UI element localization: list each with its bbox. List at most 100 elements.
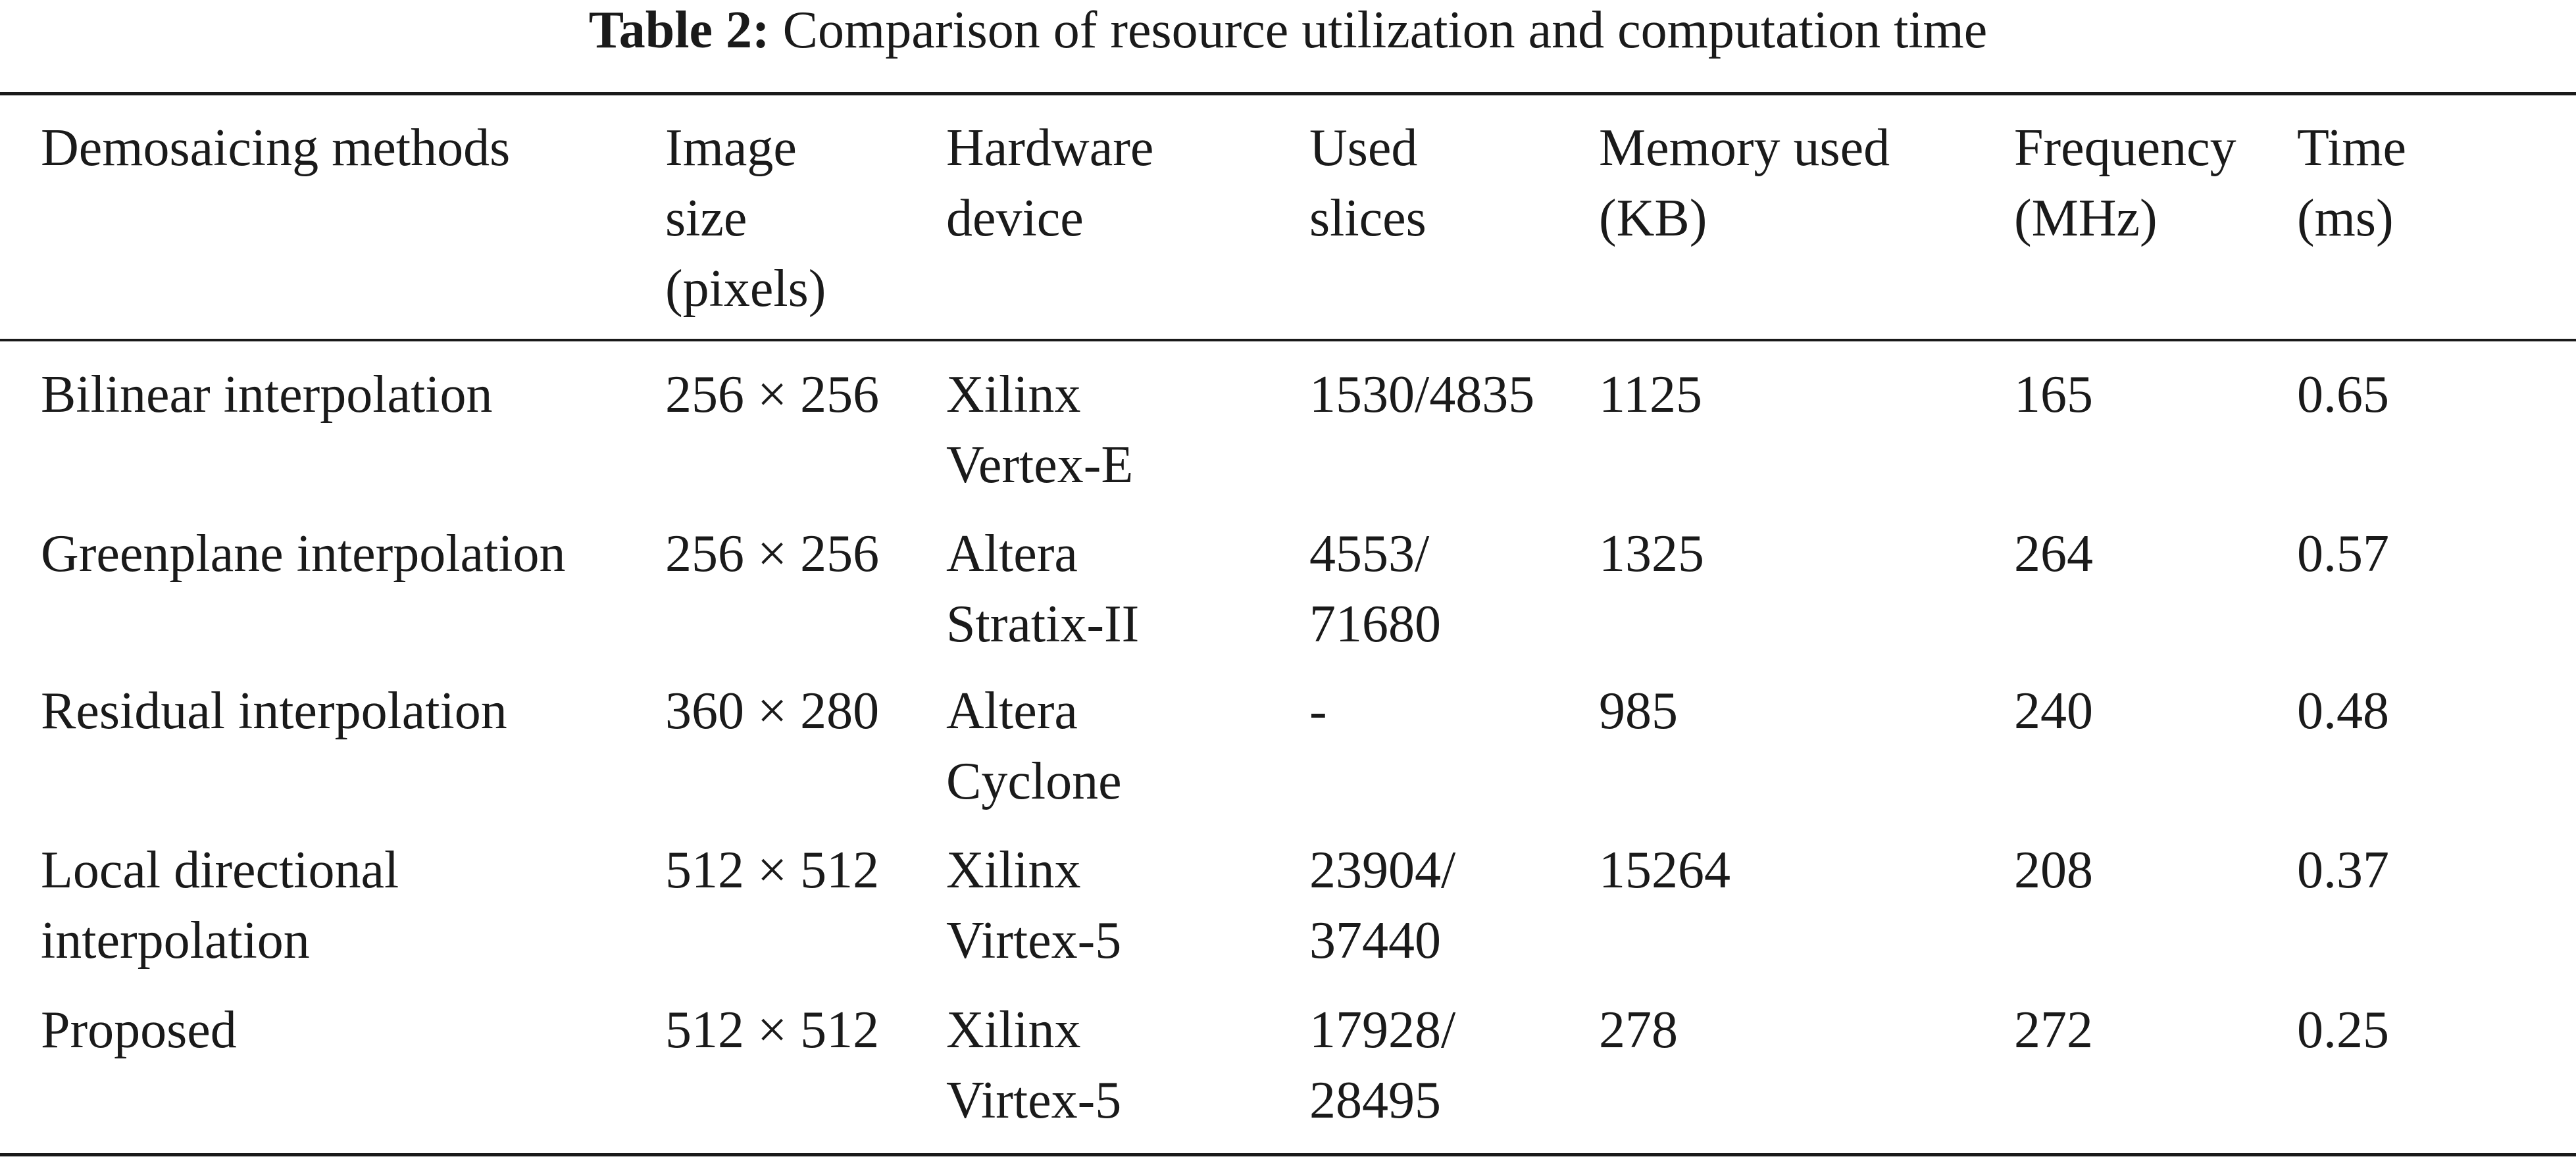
cell-line: 272	[2014, 1001, 2093, 1059]
cell-line: Frequency	[2014, 119, 2236, 177]
table-cell: 17928/28495	[1309, 995, 1455, 1136]
table-cell: Xilinx Virtex-5	[946, 835, 1121, 976]
cell-line: Proposed	[41, 1001, 237, 1059]
table-cell: 1325	[1599, 519, 1704, 589]
cell-line: Demosaicing methods	[41, 119, 511, 177]
table-cell: Altera Stratix-II	[946, 519, 1139, 660]
cell-line: Virtex-5	[946, 1072, 1122, 1129]
cell-line: 0.48	[2297, 682, 2389, 740]
table-cell: 23904/37440	[1309, 835, 1455, 976]
cell-line: 208	[2014, 841, 2093, 899]
cell-line: 1325	[1599, 525, 1704, 583]
cell-line: 278	[1599, 1001, 1678, 1059]
header-cell: Used slices	[1309, 113, 1427, 254]
header-cell: Time (ms)	[2297, 113, 2406, 254]
cell-line: Used	[1309, 119, 1418, 177]
cell-line: Residual interpolation	[41, 682, 507, 740]
cell-line: Virtex-5	[946, 912, 1122, 970]
cell-line: Stratix-II	[946, 595, 1140, 653]
table-cell: 512 × 512	[665, 995, 879, 1066]
header-rule	[0, 339, 2576, 341]
table-cell: 0.37	[2297, 835, 2389, 906]
table-cell: 1125	[1599, 360, 1702, 430]
cell-line: Greenplane interpolation	[41, 525, 566, 583]
table-cell: 0.65	[2297, 360, 2389, 430]
table-cell: 256 × 256	[665, 519, 879, 589]
table-cell: Altera Cyclone	[946, 676, 1122, 817]
cell-line: Xilinx	[946, 1001, 1081, 1059]
table-cell: 15264	[1599, 835, 1730, 906]
cell-line: 17928/	[1309, 1001, 1456, 1059]
header-cell: Image size (pixels)	[665, 113, 826, 324]
table-cell: Local directional interpolation	[41, 835, 399, 976]
table-cell: 240	[2014, 676, 2093, 747]
cell-line: Memory used	[1599, 119, 1890, 177]
table-cell: 0.25	[2297, 995, 2389, 1066]
table-cell: Residual interpolation	[41, 676, 507, 747]
cell-line: Vertex-E	[946, 436, 1134, 494]
cell-line: Altera	[946, 682, 1078, 740]
cell-line: Xilinx	[946, 366, 1081, 424]
cell-line: 0.37	[2297, 841, 2389, 899]
table-cell: 0.57	[2297, 519, 2389, 589]
table-cell: 985	[1599, 676, 1678, 747]
cell-line: Time	[2297, 119, 2407, 177]
table-cell: Proposed	[41, 995, 237, 1066]
cell-line: Image	[665, 119, 797, 177]
cell-line: interpolation	[41, 912, 310, 970]
table-cell: 4553/71680	[1309, 519, 1441, 660]
cell-line: Xilinx	[946, 841, 1081, 899]
header-cell: Frequency (MHz)	[2014, 113, 2236, 254]
cell-line: 264	[2014, 525, 2093, 583]
cell-line: 512 × 512	[665, 1001, 880, 1059]
table-cell: Xilinx Vertex-E	[946, 360, 1133, 501]
cell-line: 28495	[1309, 1072, 1441, 1129]
cell-line: Cyclone	[946, 753, 1122, 810]
cell-line: device	[946, 189, 1084, 247]
cell-line: (KB)	[1599, 189, 1707, 247]
cell-line: Bilinear interpolation	[41, 366, 493, 424]
cell-line: 1530/4835	[1309, 366, 1535, 424]
header-cell: Memory used (KB)	[1599, 113, 1890, 254]
cell-line: 4553/	[1309, 525, 1430, 583]
cell-line: (MHz)	[2014, 189, 2158, 247]
caption-label: Table 2:	[588, 1, 770, 59]
cell-line: (ms)	[2297, 189, 2394, 247]
cell-line: 240	[2014, 682, 2093, 740]
cell-line: 37440	[1309, 912, 1441, 970]
table-cell: 0.48	[2297, 676, 2389, 747]
cell-line: slices	[1309, 189, 1427, 247]
table-cell: Xilinx Virtex-5	[946, 995, 1121, 1136]
cell-line: 23904/	[1309, 841, 1456, 899]
table-cell: 1530/4835	[1309, 360, 1534, 430]
cell-line: 256 × 256	[665, 525, 880, 583]
cell-line: 256 × 256	[665, 366, 880, 424]
cell-line: 1125	[1599, 366, 1703, 424]
cell-line: 0.65	[2297, 366, 2389, 424]
cell-line: 985	[1599, 682, 1678, 740]
table-cell: 264	[2014, 519, 2093, 589]
cell-line: (pixels)	[665, 260, 826, 318]
table-caption: Table 2: Comparison of resource utilizati…	[0, 0, 2576, 61]
cell-line: 71680	[1309, 595, 1441, 653]
cell-line: Local directional	[41, 841, 399, 899]
cell-line: 165	[2014, 366, 2093, 424]
header-cell: Hardware device	[946, 113, 1153, 254]
table-cell: 512 × 512	[665, 835, 879, 906]
cell-line: Hardware	[946, 119, 1154, 177]
cell-line: -	[1309, 682, 1327, 740]
table-cell: 278	[1599, 995, 1678, 1066]
table-cell: 256 × 256	[665, 360, 879, 430]
table-cell: -	[1309, 676, 1327, 747]
bottom-rule	[0, 1153, 2576, 1156]
table-cell: 272	[2014, 995, 2093, 1066]
cell-line: 0.25	[2297, 1001, 2389, 1059]
cell-line: 15264	[1599, 841, 1730, 899]
table-cell: 165	[2014, 360, 2093, 430]
cell-line: Altera	[946, 525, 1078, 583]
cell-line: 512 × 512	[665, 841, 880, 899]
cell-line: 0.57	[2297, 525, 2389, 583]
table-cell: Bilinear interpolation	[41, 360, 492, 430]
cell-line: 360 × 280	[665, 682, 880, 740]
